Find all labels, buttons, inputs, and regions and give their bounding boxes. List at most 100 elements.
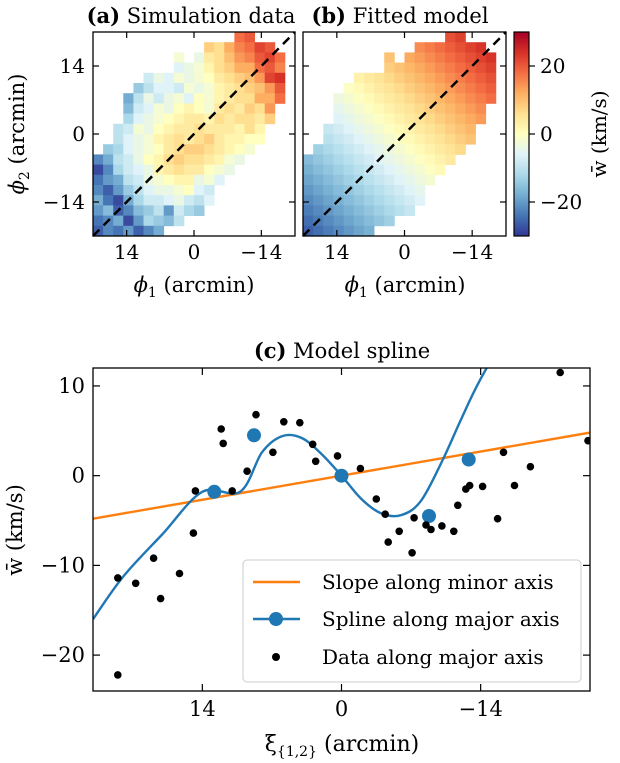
panel-a-heat-cell	[194, 174, 205, 186]
panel-a-heat-cell	[214, 123, 225, 135]
panel-b-heat-cell	[404, 164, 416, 176]
panel-b-heat-cell	[475, 103, 487, 114]
panel-a-heat-cell	[204, 123, 215, 135]
data-point	[280, 418, 288, 426]
panel-b-heat-cell	[363, 205, 375, 216]
panel-a-heat-cell	[173, 205, 185, 216]
data-point	[499, 448, 508, 457]
panel-a-heat-cell	[214, 134, 225, 145]
panel-a-heat-cell	[214, 93, 225, 104]
panel-b-heat-cell	[485, 52, 497, 63]
panel-b-heat-cell	[404, 52, 416, 63]
panel-b-heat-cell	[313, 195, 324, 206]
data-point	[395, 527, 404, 536]
panel-a-heat-cell	[153, 103, 165, 114]
panel-b-heat-cell	[323, 185, 334, 196]
panel-a-heat-cell	[123, 225, 134, 237]
panel-b-heat-cell	[303, 164, 314, 176]
data-point	[243, 467, 251, 476]
panel-b-heat-cell	[475, 52, 487, 63]
panel-a-heat-cell	[153, 174, 165, 186]
panel-b-heat-cell	[424, 72, 436, 84]
panel-c-title: (c) Model spline	[254, 338, 430, 363]
panel-a-heat-cell	[274, 62, 286, 74]
panel-b-heat-cell	[414, 144, 426, 155]
panel-b-heat-cell	[333, 93, 344, 104]
panel-b-heat-cell	[455, 72, 466, 84]
panel-b-heat-cell	[333, 134, 344, 145]
panel-b-heat-cell	[404, 103, 416, 114]
panel-b-heat-cell	[414, 83, 426, 94]
panel-a-heat-cell	[244, 52, 255, 63]
panel-a-heat-cell	[123, 185, 134, 196]
panel-a-heat-cell	[153, 113, 165, 125]
panel-b-heat-cell	[445, 42, 456, 53]
panel-b-heat-cell	[353, 215, 365, 227]
panel-a-heat-cell	[163, 164, 175, 176]
panel-b-heat-cell	[414, 62, 426, 74]
panel-a-heat-cell	[254, 83, 266, 94]
panel-a-heat-cell	[123, 134, 134, 145]
panel-b-heat-cell	[374, 174, 385, 186]
panel-a-heat-cell	[173, 174, 185, 186]
panel-b-heat-cell	[303, 154, 314, 165]
panel-a-heat-cell	[173, 164, 185, 176]
panel-a-heat-cell	[194, 103, 205, 114]
panel-a-heat-cell	[103, 164, 114, 176]
panel-a-heat-cell	[133, 144, 144, 155]
panel-a-heat-cell	[194, 195, 205, 206]
panel-b-heat-cell	[343, 154, 355, 165]
panel-a-heat-cell	[183, 185, 195, 196]
panel-b-heat-cell	[353, 225, 365, 237]
panel-a-heat-cell	[234, 72, 245, 84]
panel-b-heat-cell	[323, 144, 334, 155]
panel-b-heat-cell	[303, 215, 314, 227]
panel-a-heat-cell	[153, 123, 165, 135]
colorbar-tick-label: 20	[540, 54, 565, 78]
panel-b-heat-cell	[414, 103, 426, 114]
panel-a-heat-cell	[143, 123, 154, 135]
panel-a-heat-cell	[204, 83, 215, 94]
panel-c-xtick-label: 0	[335, 697, 348, 721]
panel-a-heat-cell	[254, 134, 266, 145]
panel-b-heat-cell	[414, 93, 426, 104]
panel-a-heat-cell	[133, 225, 144, 237]
panel-a-heat-cell	[183, 144, 195, 155]
panel-a-heat-cell	[183, 93, 195, 104]
panel-b-heat-cell	[384, 83, 395, 94]
data-point	[584, 436, 590, 445]
panel-b-heat-cell	[445, 72, 456, 84]
panel-a-xtick-label: 0	[188, 240, 201, 264]
panel-a-heat-cell	[173, 134, 185, 145]
panel-b-heat-cell	[333, 123, 344, 135]
panel-b-heat-cell	[414, 123, 426, 135]
panel-a-heat-cell	[234, 62, 245, 74]
data-point	[308, 440, 317, 449]
panel-a-heat-cell	[93, 195, 104, 206]
panel-a-ylabel: ϕ2 (arcmin)	[5, 74, 33, 195]
panel-a-heat-cell	[173, 113, 185, 125]
panel-a-heat-cell	[143, 225, 154, 237]
panel-b-heat-cell	[465, 123, 476, 135]
legend-label: Slope along minor axis	[322, 570, 554, 594]
panel-a-heat-cell	[123, 113, 134, 125]
panel-a-heat-cell	[224, 42, 235, 53]
panel-a-heat-cell	[234, 32, 245, 43]
panel-a-heat-cell	[183, 72, 195, 84]
panel-a-heat-cell	[244, 32, 255, 43]
panel-b-heat-cell	[384, 205, 395, 216]
panel-a-heat-cell	[153, 144, 165, 155]
panel-b-xtick-label: 14	[324, 240, 349, 264]
panel-a-heat-cell	[133, 83, 144, 94]
panel-a-heat-cell	[224, 93, 235, 104]
panel-b-heat-cell	[343, 103, 355, 114]
panel-b-heat-cell	[343, 195, 355, 206]
data-point	[252, 410, 260, 419]
panel-a-heat-cell	[204, 62, 215, 74]
panel-a-heat-cell	[194, 185, 205, 196]
panel-a-heat-cell	[163, 93, 175, 104]
panel-b-heat-cell	[323, 225, 334, 237]
panel-a-heat-cell	[254, 42, 266, 53]
panel-b-heat-cell	[343, 144, 355, 155]
panel-b-heat-cell	[424, 103, 436, 114]
